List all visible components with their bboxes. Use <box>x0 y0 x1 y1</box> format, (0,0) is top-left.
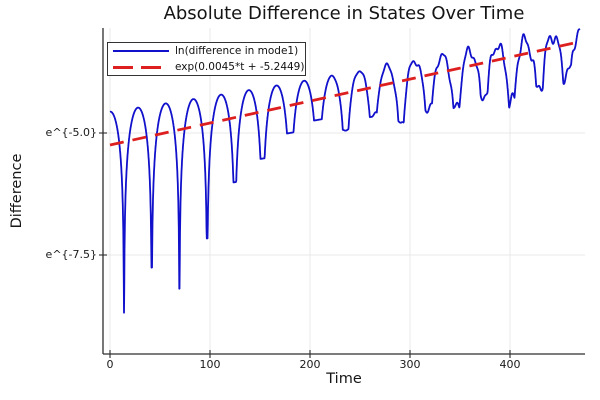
legend-item-ln-difference: ln(difference in mode1) <box>113 44 305 58</box>
x-tick-label: 0 <box>106 358 114 371</box>
red-dashed-line-sample <box>113 65 169 69</box>
series-ln-difference <box>109 28 581 314</box>
y-axis-label: Difference <box>9 153 25 229</box>
y-tick-label: e^{-7.5} <box>45 248 97 261</box>
x-tick-label: 400 <box>499 358 521 371</box>
x-tick-label: 200 <box>299 358 321 371</box>
chart-title: Absolute Difference in States Over Time <box>163 3 525 24</box>
y-tick-label: e^{-5.0} <box>45 126 97 139</box>
blue-solid-line-sample <box>113 49 169 53</box>
x-axis-label: Time <box>326 371 362 387</box>
legend-label-ln-difference: ln(difference in mode1) <box>175 45 299 57</box>
legend-label-exp-fit: exp(0.0045*t + -5.2449) <box>175 61 305 73</box>
series-exp-fit <box>109 41 578 147</box>
legend-item-exp-fit: exp(0.0045*t + -5.2449) <box>113 60 305 74</box>
x-tick-label: 300 <box>399 358 421 371</box>
legend: ln(difference in mode1) exp(0.0045*t + -… <box>107 42 306 76</box>
x-tick-label: 100 <box>199 358 221 371</box>
